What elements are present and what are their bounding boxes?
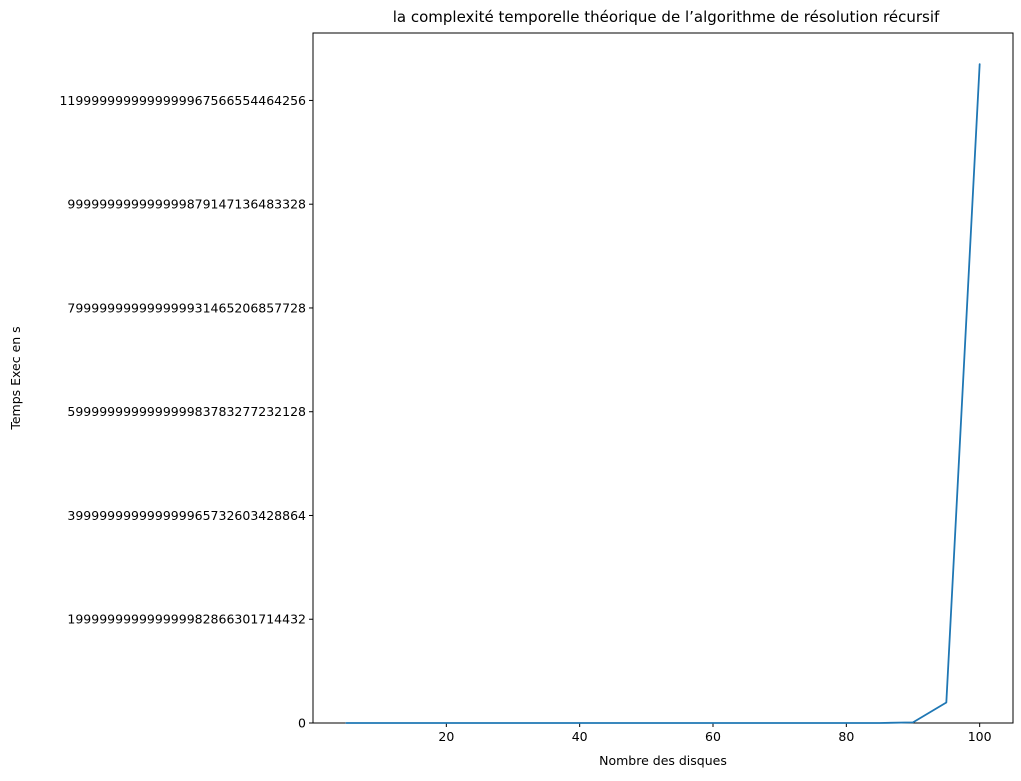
y-tick-label: 399999999999999965732603428864 (67, 508, 306, 523)
y-axis-label: Temps Exec en s (8, 326, 23, 430)
x-axis-label: Nombre des disques (599, 753, 727, 768)
x-tick-label: 100 (968, 729, 992, 744)
x-tick-label: 40 (572, 729, 588, 744)
y-axis: 0 199999999999999982866301714432 399999999… (59, 93, 313, 731)
x-tick-label: 20 (438, 729, 454, 744)
y-tick-label: 199999999999999982866301714432 (67, 612, 306, 627)
x-axis: 20 40 60 80 100 (438, 723, 992, 744)
series-line (345, 63, 981, 724)
y-tick-label: 599999999999999983783277232128 (67, 404, 306, 419)
y-tick-label: 799999999999999931465206857728 (67, 300, 306, 315)
chart-title: la complexité temporelle théorique de l’… (393, 8, 940, 26)
plot-area (312, 32, 1014, 724)
x-tick-label: 60 (705, 729, 721, 744)
y-tick-label: 999999999999999879147136483328 (67, 197, 306, 212)
y-tick-label: 1199999999999999967566554464256 (59, 93, 306, 108)
x-tick-label: 80 (838, 729, 854, 744)
y-tick-label: 0 (298, 716, 306, 731)
series-layer (345, 63, 981, 724)
plot-frame (312, 32, 1014, 724)
